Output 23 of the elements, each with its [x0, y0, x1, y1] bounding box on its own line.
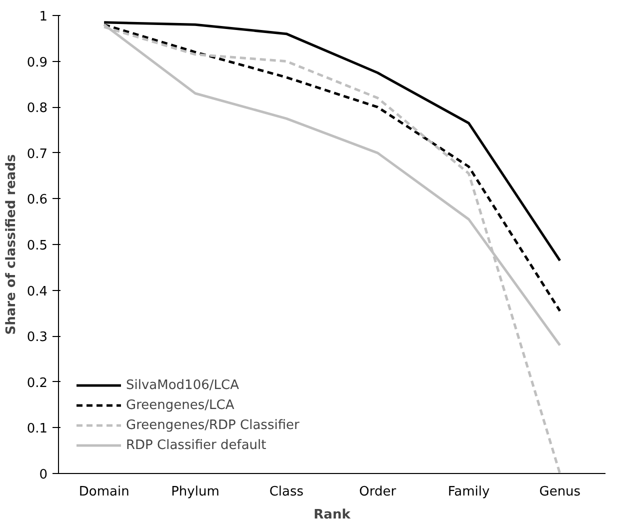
y-tick-label: 0.3	[26, 330, 48, 346]
x-tick-label: Family	[448, 484, 490, 500]
x-tick-label: Phylum	[171, 484, 220, 500]
y-tick-label: 0.1	[26, 422, 48, 437]
x-tick-label: Genus	[539, 484, 581, 500]
legend-label: Greengenes/LCA	[126, 398, 234, 412]
y-tick-label: 0.5	[26, 238, 48, 254]
y-tick-label: 0.4	[26, 284, 48, 300]
x-axis-title: Rank	[314, 508, 351, 522]
y-tick-label: 1	[39, 10, 48, 24]
legend-label: SilvaMod106/LCA	[126, 378, 239, 392]
y-tick-label: 0.6	[26, 192, 48, 208]
x-tick-label: Class	[269, 484, 304, 500]
x-tick-label: Order	[359, 484, 397, 500]
y-tick-label: 0.2	[26, 376, 48, 391]
y-tick-label: 0.9	[26, 55, 48, 70]
legend-label: RDP Classifier default	[126, 438, 266, 452]
legend-label: Greengenes/RDP Classifier	[126, 418, 300, 432]
x-tick-label: Domain	[78, 484, 130, 500]
y-axis-title: Share of classified reads	[4, 154, 19, 335]
y-tick-label: 0	[39, 468, 48, 482]
y-tick-label: 0.7	[26, 146, 48, 162]
y-tick-label: 0.8	[26, 101, 48, 116]
